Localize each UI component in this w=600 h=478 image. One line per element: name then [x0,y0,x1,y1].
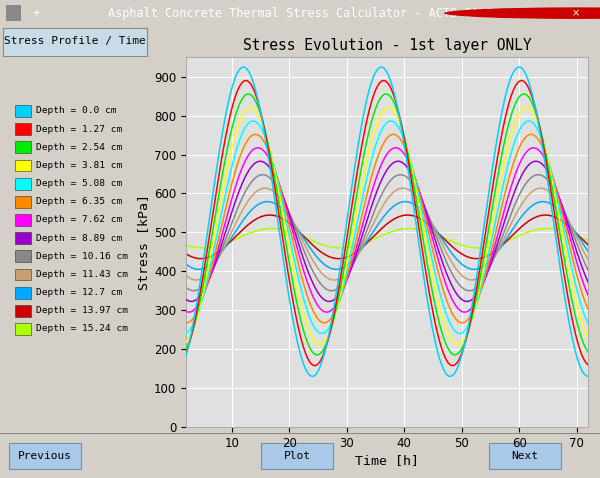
Bar [16,123,31,135]
Text: Previous: Previous [18,451,72,461]
Text: Depth = 0.0 cm: Depth = 0.0 cm [36,107,116,115]
Text: Depth = 10.16 cm: Depth = 10.16 cm [36,252,128,261]
Text: +: + [32,7,40,20]
Bar [6,5,21,21]
Text: Next: Next [511,451,539,461]
Bar [16,178,31,189]
Bar [16,196,31,207]
Text: Depth = 6.35 cm: Depth = 6.35 cm [36,197,122,206]
Bar [16,160,31,171]
Text: Depth = 2.54 cm: Depth = 2.54 cm [36,143,122,152]
Text: Depth = 12.7 cm: Depth = 12.7 cm [36,288,122,297]
Text: Stress Profile / Time: Stress Profile / Time [4,36,146,46]
FancyBboxPatch shape [9,443,81,469]
Bar [16,250,31,262]
Text: Depth = 3.81 cm: Depth = 3.81 cm [36,161,122,170]
Bar [16,287,31,299]
Text: Depth = 5.08 cm: Depth = 5.08 cm [36,179,122,188]
FancyBboxPatch shape [489,443,561,469]
Text: Asphalt Concrete Thermal Stress Calculator - ACTS-CALC: Asphalt Concrete Thermal Stress Calculat… [107,7,493,20]
Y-axis label: Stress [kPa]: Stress [kPa] [137,194,150,290]
Circle shape [444,7,600,19]
X-axis label: Time [h]: Time [h] [355,454,419,467]
Bar [16,214,31,226]
Text: Plot: Plot [284,451,311,461]
Text: Depth = 11.43 cm: Depth = 11.43 cm [36,270,128,279]
Bar [16,232,31,244]
Bar [16,141,31,153]
Title: Stress Evolution - 1st layer ONLY: Stress Evolution - 1st layer ONLY [242,38,532,54]
Bar [16,269,31,280]
Text: Depth = 13.97 cm: Depth = 13.97 cm [36,306,128,315]
Text: Depth = 8.89 cm: Depth = 8.89 cm [36,234,122,243]
Bar [16,323,31,335]
Text: Depth = 1.27 cm: Depth = 1.27 cm [36,125,122,133]
Text: −: − [536,8,544,18]
Text: Depth = 7.62 cm: Depth = 7.62 cm [36,216,122,225]
Text: ×: × [572,8,580,18]
Bar [16,105,31,117]
Bar [16,305,31,317]
FancyBboxPatch shape [3,29,147,56]
FancyBboxPatch shape [261,443,333,469]
Text: ▲: ▲ [500,8,508,18]
Text: Depth = 15.24 cm: Depth = 15.24 cm [36,325,128,334]
